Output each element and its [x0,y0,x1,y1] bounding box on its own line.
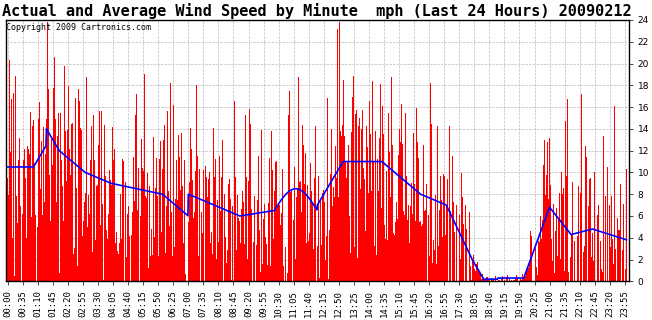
Text: Copyright 2009 Cartronics.com: Copyright 2009 Cartronics.com [6,22,151,32]
Title: Actual and Average Wind Speed by Minute  mph (Last 24 Hours) 20090212: Actual and Average Wind Speed by Minute … [3,3,632,19]
